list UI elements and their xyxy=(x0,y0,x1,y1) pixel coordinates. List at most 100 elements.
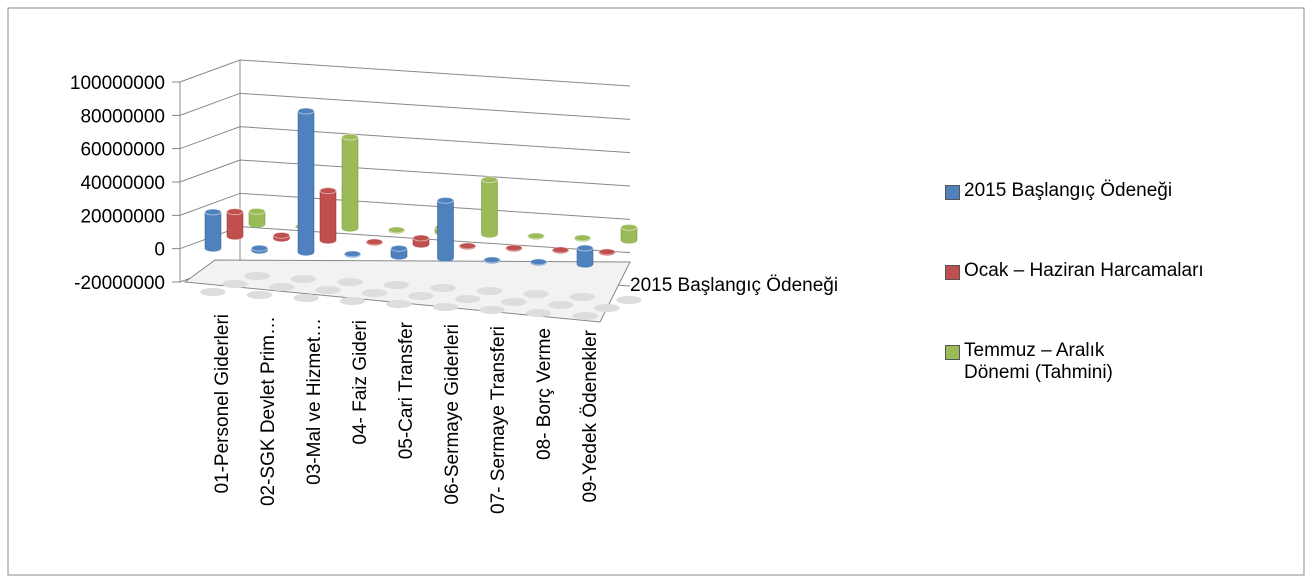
bar-part xyxy=(320,237,336,244)
bar-shadow xyxy=(337,278,363,286)
bar-part xyxy=(413,241,429,248)
y-tick-label: -20000000 xyxy=(74,273,165,294)
legend-swatch xyxy=(945,345,960,360)
y-tick-label: 80000000 xyxy=(80,106,165,127)
bar-part xyxy=(483,256,501,264)
bar xyxy=(552,246,569,254)
legend-swatch xyxy=(945,265,960,280)
bar-part xyxy=(249,221,265,228)
bar-shadow xyxy=(430,284,456,292)
bar xyxy=(226,208,244,240)
bar xyxy=(574,234,591,242)
bar-part xyxy=(552,246,569,254)
bar-shadow xyxy=(293,294,319,302)
x-tick-label: 08- Borç Verme xyxy=(534,328,555,460)
bar-part xyxy=(204,208,222,216)
bar-part xyxy=(319,190,337,241)
legend-label: 2015 Başlangıç Ödeneği xyxy=(964,180,1173,201)
bar xyxy=(388,226,405,234)
bar-shadow xyxy=(501,298,527,306)
bar-part xyxy=(437,255,454,262)
x-tick-label: 05-Cari Transfer xyxy=(396,321,417,459)
bar xyxy=(248,207,266,228)
y-tick-label: 0 xyxy=(154,240,165,261)
bar-part xyxy=(319,187,337,195)
grid-line xyxy=(172,92,631,120)
depth-axis-label: 2015 Başlangıç Ödeneği xyxy=(630,275,838,296)
bar-shadow xyxy=(315,286,341,294)
bar-shadow xyxy=(383,281,410,289)
bar xyxy=(598,248,616,256)
bar-part xyxy=(227,233,243,240)
bar-shadow xyxy=(479,306,505,314)
bar-part xyxy=(388,226,405,234)
bar xyxy=(319,187,337,244)
bar-part xyxy=(366,238,383,246)
bar-part xyxy=(248,207,266,215)
bar-part xyxy=(530,258,547,266)
grid-line xyxy=(172,159,631,187)
bar-part xyxy=(577,261,593,268)
legend-item: 2015 Başlangıç Ödeneği xyxy=(945,180,1305,202)
legend-swatch xyxy=(945,185,960,200)
bar xyxy=(341,133,359,232)
bar-part xyxy=(437,196,454,204)
x-tick-label: 09-Yedek Ödenekler xyxy=(580,329,601,502)
x-tick-label: 01-Personel Giderleri xyxy=(212,314,233,494)
grid-line xyxy=(172,59,631,87)
legend-label: Temmuz – Aralık Dönemi (Tahmini) xyxy=(964,340,1113,383)
bar-part xyxy=(251,244,268,252)
bar-shadow xyxy=(616,296,642,304)
legend-item: Ocak – Haziran Harcamaları xyxy=(945,260,1305,282)
bar-shadow xyxy=(547,301,574,309)
grid-line xyxy=(172,126,631,154)
bar xyxy=(481,176,498,238)
bar-shadow xyxy=(386,300,412,308)
bar-shadow xyxy=(339,297,366,305)
y-tick-label: 40000000 xyxy=(80,173,165,194)
bar-shadow xyxy=(408,292,434,300)
bar xyxy=(459,242,476,250)
bar-shadow xyxy=(268,283,295,291)
bar xyxy=(390,244,408,260)
bar-part xyxy=(620,223,638,231)
bar-shadow xyxy=(246,291,273,299)
bar-shadow xyxy=(361,289,388,297)
legend-item: Temmuz – Aralık Dönemi (Tahmini) xyxy=(945,340,1175,384)
bar-part xyxy=(297,107,315,115)
bar xyxy=(483,256,501,264)
bar-shadow xyxy=(523,290,549,298)
bar-shadow xyxy=(200,288,226,296)
bar-part xyxy=(391,253,407,260)
x-tick-label: 04- Faiz Gideri xyxy=(350,320,371,445)
bar-part xyxy=(576,244,594,252)
bar xyxy=(251,244,268,254)
bar-part xyxy=(505,244,523,252)
bar xyxy=(344,250,361,258)
y-tick-label: 20000000 xyxy=(80,206,165,227)
legend-label: Ocak – Haziran Harcamaları xyxy=(964,260,1204,281)
bar-shadow xyxy=(594,304,620,312)
bar xyxy=(297,107,315,256)
bar-part xyxy=(527,232,545,240)
bar-part xyxy=(481,179,498,235)
bar-part xyxy=(226,211,244,237)
bar-part xyxy=(621,237,637,244)
bar-part xyxy=(341,133,359,141)
bar-shadow xyxy=(454,295,481,303)
bar xyxy=(273,231,290,242)
bar-shadow xyxy=(222,280,248,288)
bar-shadow xyxy=(290,275,317,283)
y-tick-label: 60000000 xyxy=(80,140,165,161)
bar-part xyxy=(205,245,221,252)
bar-part xyxy=(459,242,476,250)
bar-shadow xyxy=(572,312,598,320)
x-tick-label: 06-Sermaye Giderleri xyxy=(442,324,463,505)
bar-part xyxy=(481,231,498,238)
grid-line xyxy=(172,192,631,220)
bar xyxy=(366,238,383,246)
x-tick-label: 03-Mal ve Hizmet… xyxy=(304,318,325,485)
bar-shadow xyxy=(432,303,459,311)
